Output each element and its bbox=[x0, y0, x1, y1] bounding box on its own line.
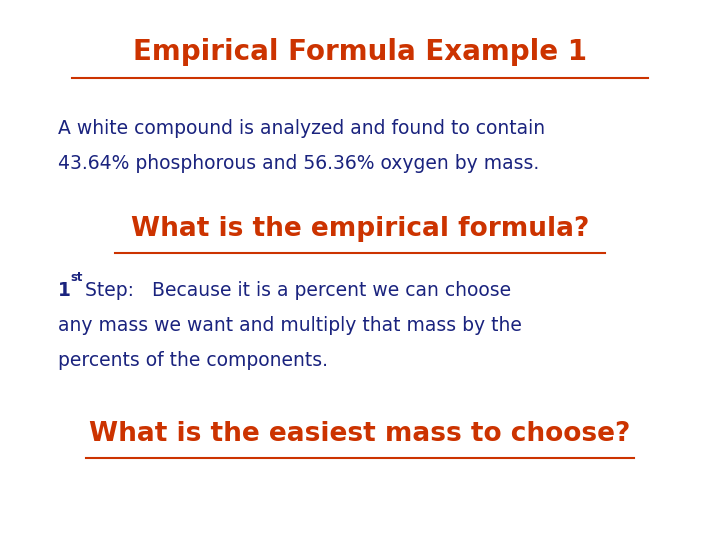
Text: A white compound is analyzed and found to contain: A white compound is analyzed and found t… bbox=[58, 119, 545, 138]
Text: What is the empirical formula?: What is the empirical formula? bbox=[131, 216, 589, 242]
Text: percents of the components.: percents of the components. bbox=[58, 351, 328, 370]
Text: Step:   Because it is a percent we can choose: Step: Because it is a percent we can cho… bbox=[85, 281, 511, 300]
Text: What is the easiest mass to choose?: What is the easiest mass to choose? bbox=[89, 421, 631, 447]
Text: any mass we want and multiply that mass by the: any mass we want and multiply that mass … bbox=[58, 316, 521, 335]
Text: Empirical Formula Example 1: Empirical Formula Example 1 bbox=[133, 38, 587, 66]
Text: 43.64% phosphorous and 56.36% oxygen by mass.: 43.64% phosphorous and 56.36% oxygen by … bbox=[58, 154, 539, 173]
Text: st: st bbox=[71, 271, 83, 284]
Text: 1: 1 bbox=[58, 281, 71, 300]
